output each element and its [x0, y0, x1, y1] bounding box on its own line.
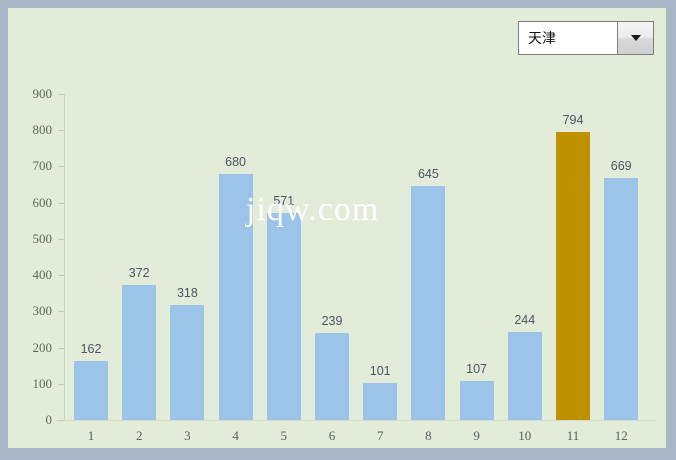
bar[interactable]	[411, 186, 446, 420]
y-axis-tick	[58, 383, 64, 385]
y-axis-tick	[58, 420, 64, 421]
bar[interactable]	[218, 173, 253, 420]
y-axis-tick	[58, 130, 64, 132]
x-axis-tick-label: 2	[135, 428, 143, 443]
region-dropdown-value[interactable]: 天津	[519, 22, 617, 54]
y-axis-tick-label: 600	[32, 194, 53, 210]
bar[interactable]	[122, 285, 157, 420]
x-axis-tick-label: 5	[280, 428, 288, 443]
x-axis-tick-label: 9	[473, 428, 480, 443]
x-axis-tick-label: 11	[566, 428, 580, 443]
chevron-down-icon[interactable]	[617, 22, 653, 54]
bar[interactable]	[363, 383, 398, 420]
bar[interactable]	[170, 304, 205, 420]
bar[interactable]	[315, 333, 349, 420]
bar[interactable]	[507, 331, 542, 420]
bar-value-label: 101	[369, 364, 391, 379]
bar-value-label: 244	[514, 312, 536, 327]
y-axis-tick-label: 800	[32, 122, 53, 138]
y-axis-tick	[58, 275, 64, 277]
bar[interactable]	[74, 361, 108, 420]
bar-value-label: 162	[80, 342, 102, 357]
bar-chart: 0 100 200 300 400 500 600 700 800 900 1 2 3 4 5 6 7 8 9 10…	[8, 8, 666, 448]
bar-value-label: 372	[128, 266, 150, 281]
y-axis-tick	[58, 94, 64, 95]
chart-panel: 0 100 200 300 400 500 600 700 800 900 1 2 3 4 5 6 7 8 9 10…	[8, 8, 666, 448]
bar-value-label: 645	[417, 167, 439, 182]
y-axis-line	[64, 94, 65, 421]
y-axis-tick	[58, 202, 64, 204]
x-axis-tick-label: 12	[614, 428, 628, 443]
y-axis-tick-label: 300	[32, 303, 53, 319]
bar-value-label: 669	[610, 158, 632, 173]
y-axis-tick-label: 0	[45, 412, 53, 427]
bar[interactable]	[266, 213, 301, 420]
x-axis-tick-label: 10	[518, 428, 532, 443]
bar-value-label: 571	[273, 194, 295, 209]
y-axis-tick-label: 500	[32, 230, 53, 246]
region-dropdown[interactable]: 天津	[518, 21, 654, 55]
y-axis-tick	[58, 166, 64, 168]
y-axis-tick-label: 200	[32, 339, 53, 355]
y-axis-tick	[58, 238, 64, 240]
bar[interactable]	[556, 132, 590, 420]
bar-value-label: 239	[321, 314, 343, 329]
bar[interactable]	[604, 177, 639, 420]
x-axis-tick-label: 4	[232, 428, 239, 443]
bar-value-label: 318	[176, 285, 198, 300]
y-axis-tick	[58, 311, 64, 313]
bar-value-label: 794	[562, 113, 584, 128]
y-axis-tick-label: 400	[32, 267, 53, 283]
bar-value-label: 680	[225, 154, 247, 169]
x-axis-tick-label: 7	[376, 428, 384, 443]
bar[interactable]	[459, 381, 494, 420]
x-axis-line	[56, 420, 656, 421]
bar-value-label: 107	[466, 362, 488, 377]
y-axis-tick-label: 900	[32, 86, 53, 101]
x-axis-tick-label: 6	[328, 428, 336, 443]
x-axis-tick-label: 1	[87, 428, 95, 443]
y-axis-tick-label: 700	[32, 158, 53, 174]
x-axis-tick-label: 3	[184, 428, 191, 443]
y-axis-tick	[58, 347, 64, 349]
x-axis-tick-label: 8	[425, 428, 432, 443]
y-axis-tick-label: 100	[32, 375, 53, 391]
